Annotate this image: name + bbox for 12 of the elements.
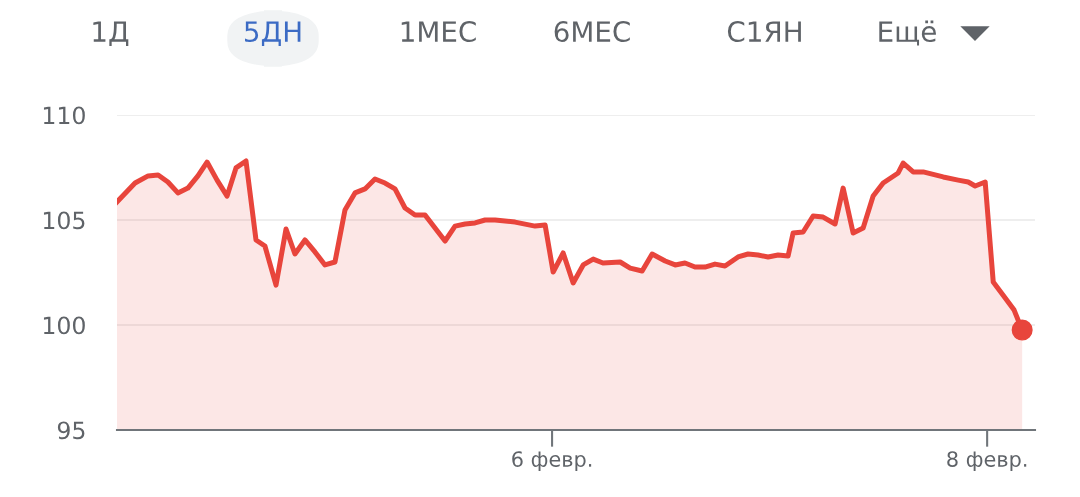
y-tick-label: 95 xyxy=(57,421,85,440)
text: 1МЕС xyxy=(401,21,476,43)
text: 1Д xyxy=(93,21,129,47)
text: 6МЕС xyxy=(554,21,630,43)
text: Ещё xyxy=(879,20,936,46)
text: 5ДН xyxy=(245,21,301,47)
text: С1ЯН xyxy=(727,21,801,43)
x-tick-label: 6 февр. xyxy=(512,451,592,471)
y-tick-label: 110 xyxy=(43,106,85,125)
x-tick-label: 8 февр. xyxy=(947,451,1027,471)
y-tick-label: 100 xyxy=(43,316,85,335)
y-tick-label: 105 xyxy=(43,211,85,230)
